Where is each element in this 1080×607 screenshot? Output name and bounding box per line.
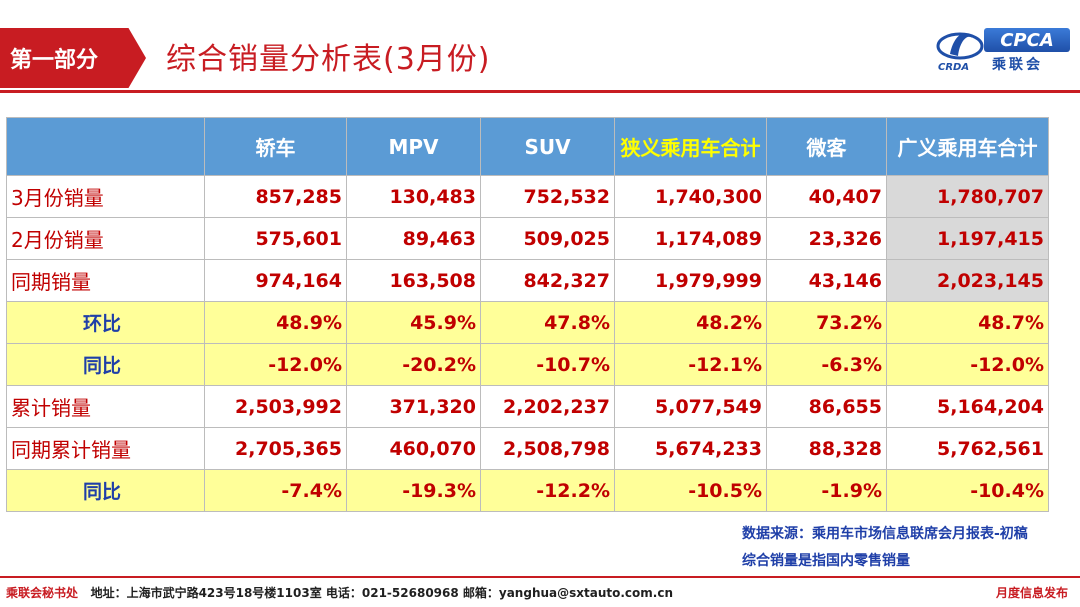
table-cell: -12.0% [204,343,347,386]
table-cell: -10.5% [614,469,767,512]
crda-logo-icon: CRDA [936,32,984,73]
table-cell: -10.4% [886,469,1049,512]
table-cell: -12.2% [480,469,615,512]
table-cell: 86,655 [766,385,887,428]
table-row-highlight: 环比 48.9% 45.9% 47.8% 48.2% 73.2% 48.7% [6,301,1049,344]
page-title: 综合销量分析表(3月份) [166,42,491,77]
row-label: 同比 [6,469,205,512]
section-badge: 第一部分 [0,28,146,88]
footer-info: 乘联会秘书处 地址：上海市武宁路423号18号楼1103室 电话：021-526… [6,584,673,601]
row-label: 累计销量 [6,385,205,428]
column-header: SUV [480,117,615,176]
row-label: 同期销量 [6,259,205,302]
data-source-note: 数据来源：乘用车市场信息联席会月报表-初稿 [742,526,1028,542]
footer-divider [0,576,1080,578]
table-row: 同期累计销量 2,705,365 460,070 2,508,798 5,674… [6,427,1049,470]
table-cell: 5,674,233 [614,427,767,470]
table-header-row: 轿车 MPV SUV 狭义乘用车合计 微客 广义乘用车合计 [6,117,1049,176]
table-cell: 88,328 [766,427,887,470]
column-header: 微客 [766,117,887,176]
table-cell: 5,762,561 [886,427,1049,470]
table-cell: 2,023,145 [886,259,1049,302]
row-label: 同比 [6,343,205,386]
logo-sub-text: CRDA [938,62,969,73]
cpca-logo: CRDA CPCA 乘联会 [932,22,1072,74]
table-cell: -20.2% [346,343,481,386]
table-cell: 5,164,204 [886,385,1049,428]
table-cell: -1.9% [766,469,887,512]
table-cell: 2,705,365 [204,427,347,470]
table-cell: 48.9% [204,301,347,344]
logo-cpca-text: CPCA [984,28,1070,52]
table-cell: 460,070 [346,427,481,470]
table-cell: 47.8% [480,301,615,344]
table-row-highlight: 同比 -7.4% -19.3% -12.2% -10.5% -1.9% -10.… [6,469,1049,512]
row-label: 2月份销量 [6,217,205,260]
table-cell: -10.7% [480,343,615,386]
table-cell: 130,483 [346,175,481,218]
footer-address: 地址：上海市武宁路423号18号楼1103室 电话：021-52680968 邮… [90,586,674,600]
table-cell: 48.2% [614,301,767,344]
sales-table: 轿车 MPV SUV 狭义乘用车合计 微客 广义乘用车合计 3月份销量 857,… [6,117,1049,512]
table-row: 2月份销量 575,601 89,463 509,025 1,174,089 2… [6,217,1049,260]
row-label: 3月份销量 [6,175,205,218]
definition-note: 综合销量是指国内零售销量 [742,553,910,569]
table-cell: 23,326 [766,217,887,260]
footer-org: 乘联会秘书处 [6,586,79,600]
table-cell: -7.4% [204,469,347,512]
logo-cn-text: 乘联会 [992,57,1043,73]
table-cell: 43,146 [766,259,887,302]
table-cell: 45.9% [346,301,481,344]
table-cell: 1,174,089 [614,217,767,260]
table-cell: 5,077,549 [614,385,767,428]
table-cell: 1,780,707 [886,175,1049,218]
row-label: 同期累计销量 [6,427,205,470]
table-cell: 2,508,798 [480,427,615,470]
table-cell: 1,740,300 [614,175,767,218]
row-label: 环比 [6,301,205,344]
table-cell: 1,197,415 [886,217,1049,260]
table-cell: 842,327 [480,259,615,302]
header-corner-cell [6,117,205,176]
table-cell: 89,463 [346,217,481,260]
table-cell: 40,407 [766,175,887,218]
table-cell: -6.3% [766,343,887,386]
column-header: 广义乘用车合计 [886,117,1049,176]
table-cell: -12.1% [614,343,767,386]
table-cell: 1,979,999 [614,259,767,302]
table-cell: 509,025 [480,217,615,260]
table-cell: -12.0% [886,343,1049,386]
table-row: 同期销量 974,164 163,508 842,327 1,979,999 4… [6,259,1049,302]
table-cell: -19.3% [346,469,481,512]
column-header: 轿车 [204,117,347,176]
table-cell: 2,503,992 [204,385,347,428]
table-cell: 752,532 [480,175,615,218]
table-cell: 163,508 [346,259,481,302]
table-cell: 575,601 [204,217,347,260]
table-cell: 48.7% [886,301,1049,344]
table-cell: 73.2% [766,301,887,344]
title-divider [0,90,1080,93]
footer-publication: 月度信息发布 [995,586,1068,600]
table-cell: 2,202,237 [480,385,615,428]
table-row: 累计销量 2,503,992 371,320 2,202,237 5,077,5… [6,385,1049,428]
table-cell: 974,164 [204,259,347,302]
column-header: MPV [346,117,481,176]
table-row: 3月份销量 857,285 130,483 752,532 1,740,300 … [6,175,1049,218]
column-header-highlight: 狭义乘用车合计 [614,117,767,176]
table-row-highlight: 同比 -12.0% -20.2% -10.7% -12.1% -6.3% -12… [6,343,1049,386]
table-cell: 857,285 [204,175,347,218]
table-cell: 371,320 [346,385,481,428]
